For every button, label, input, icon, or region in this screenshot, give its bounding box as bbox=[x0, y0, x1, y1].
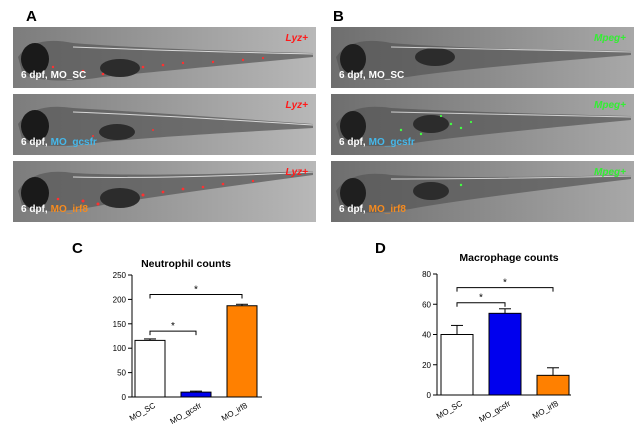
neutrophil-counts-chart: Neutrophil counts 0 50 100 150 200 250 MO_SC MO… bbox=[113, 258, 262, 426]
image-caption: 6 dpf, MO_irf8 bbox=[339, 204, 406, 215]
image-caption: 6 dpf, MO_gcsfr bbox=[21, 137, 97, 148]
macrophage-counts-chart: Macrophage counts 0 20 40 60 80 MO_SC MO_gcsfr… bbox=[422, 252, 571, 424]
fish-image-b-2: Mpeg+ 6 dpf, MO_gcsfr bbox=[331, 94, 634, 155]
x-tick-label: MO_irf8 bbox=[220, 401, 250, 423]
x-tick-label: MO_gcsfr bbox=[168, 401, 203, 426]
y-tick-label: 0 bbox=[122, 393, 127, 402]
y-tick-label: 150 bbox=[113, 320, 127, 329]
fish-image-a-3: Lyz+ 6 dpf, MO_irf8 bbox=[13, 161, 316, 222]
fish-image-b-3: Mpeg+ 6 dpf, MO_irf8 bbox=[331, 161, 634, 222]
significance-bracket bbox=[149, 330, 197, 336]
zebrafish-larva-icon bbox=[13, 161, 316, 222]
significance-star: * bbox=[194, 285, 198, 296]
panel-label-d: D bbox=[375, 240, 386, 257]
y-tick-label: 200 bbox=[113, 295, 127, 304]
significance-bracket bbox=[149, 294, 243, 299]
significance-star: * bbox=[503, 278, 507, 289]
y-tick-label: 100 bbox=[113, 344, 127, 353]
y-tick-label: 40 bbox=[422, 331, 431, 340]
bar bbox=[440, 334, 474, 396]
marker-label: Mpeg+ bbox=[594, 33, 626, 44]
marker-label: Mpeg+ bbox=[594, 167, 626, 178]
significance-bracket bbox=[456, 302, 506, 307]
zebrafish-larva-icon bbox=[331, 94, 634, 155]
bar bbox=[226, 305, 258, 398]
panel-label-c: C bbox=[72, 240, 83, 257]
image-caption: 6 dpf, MO_SC bbox=[21, 70, 87, 81]
marker-label: Lyz+ bbox=[285, 100, 308, 111]
y-tick-label: 80 bbox=[422, 270, 431, 279]
fish-image-b-1: Mpeg+ 6 dpf, MO_SC bbox=[331, 27, 634, 88]
marker-label: Lyz+ bbox=[285, 167, 308, 178]
y-tick-label: 250 bbox=[113, 271, 127, 280]
marker-label: Lyz+ bbox=[285, 33, 308, 44]
significance-bracket bbox=[456, 287, 554, 292]
marker-label: Mpeg+ bbox=[594, 100, 626, 111]
fish-image-a-1: Lyz+ 6 dpf, MO_SC bbox=[13, 27, 316, 88]
significance-star: * bbox=[479, 293, 483, 304]
fish-image-a-2: Lyz+ 6 dpf, MO_gcsfr bbox=[13, 94, 316, 155]
y-tick-label: 0 bbox=[427, 391, 432, 400]
bar bbox=[536, 374, 570, 396]
y-tick-label: 50 bbox=[117, 369, 126, 378]
image-caption: 6 dpf, MO_irf8 bbox=[21, 204, 88, 215]
bar bbox=[180, 391, 212, 398]
chart-title: Macrophage counts bbox=[459, 252, 558, 264]
bar bbox=[488, 312, 522, 396]
x-tick-label: MO_SC bbox=[435, 399, 464, 421]
significance-star: * bbox=[171, 321, 175, 332]
chart-title: Neutrophil counts bbox=[141, 258, 231, 270]
zebrafish-larva-icon bbox=[331, 27, 634, 88]
image-caption: 6 dpf, MO_gcsfr bbox=[339, 137, 415, 148]
zebrafish-larva-icon bbox=[13, 94, 316, 155]
panel-label-a: A bbox=[26, 8, 37, 25]
panel-label-b: B bbox=[333, 8, 344, 25]
y-tick-label: 20 bbox=[422, 361, 431, 370]
x-tick-label: MO_SC bbox=[128, 401, 157, 423]
x-tick-label: MO_irf8 bbox=[531, 399, 561, 421]
bar bbox=[134, 339, 166, 398]
zebrafish-larva-icon bbox=[13, 27, 316, 88]
image-caption: 6 dpf, MO_SC bbox=[339, 70, 405, 81]
zebrafish-larva-icon bbox=[331, 161, 634, 222]
y-tick-label: 60 bbox=[422, 300, 431, 309]
x-tick-label: MO_gcsfr bbox=[477, 399, 512, 424]
